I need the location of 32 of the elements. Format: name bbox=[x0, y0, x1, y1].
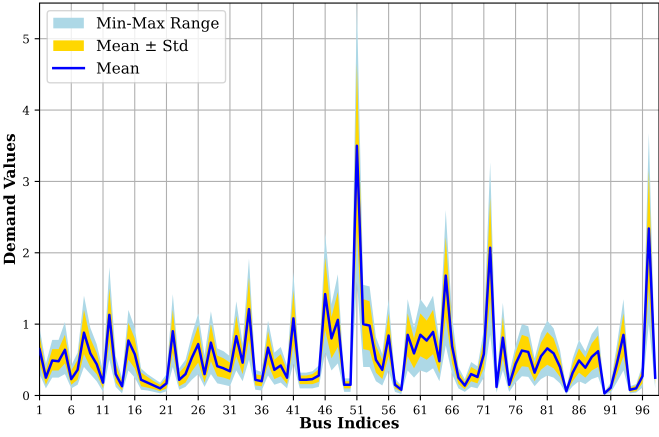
x-tick-label: 11 bbox=[96, 405, 109, 414]
x-tick-label: 46 bbox=[318, 405, 332, 414]
x-tick-label: 61 bbox=[414, 405, 426, 414]
x-tick-label: 16 bbox=[128, 405, 142, 414]
x-tick-label: 71 bbox=[477, 405, 490, 414]
x-tick-label: 1 bbox=[37, 405, 42, 414]
y-tick-label: 1 bbox=[24, 320, 28, 329]
legend-label: Min-Max Range bbox=[96, 17, 219, 32]
x-tick-label: 31 bbox=[223, 405, 236, 414]
x-tick-label: 26 bbox=[192, 405, 205, 414]
x-tick-label: 81 bbox=[540, 405, 554, 414]
x-tick-label: 51 bbox=[350, 405, 363, 414]
y-tick-label: 3 bbox=[23, 177, 29, 186]
x-tick-label: 91 bbox=[604, 405, 617, 414]
x-tick-label: 56 bbox=[382, 405, 396, 414]
y-tick-label: 0 bbox=[23, 391, 30, 400]
x-tick-label: 96 bbox=[636, 405, 650, 414]
y-tick-label: 2 bbox=[23, 248, 29, 258]
x-tick-label: 36 bbox=[255, 405, 268, 414]
y-axis-title: Demand Values bbox=[3, 134, 16, 264]
legend-label: Mean bbox=[96, 62, 140, 74]
x-tick-label: 76 bbox=[509, 405, 522, 414]
x-tick-label: 66 bbox=[445, 405, 459, 414]
x-axis-title: Bus Indices bbox=[300, 416, 399, 428]
x-tick-label: 41 bbox=[286, 405, 300, 414]
y-tick-label: 4 bbox=[22, 106, 30, 115]
legend-label: Mean ± Std bbox=[96, 39, 188, 52]
y-tick-label: 5 bbox=[23, 34, 29, 44]
line-series bbox=[40, 144, 656, 395]
x-tick-label: 86 bbox=[572, 405, 586, 414]
x-tick-label: 21 bbox=[160, 405, 172, 414]
x-tick-label: 6 bbox=[68, 405, 74, 414]
